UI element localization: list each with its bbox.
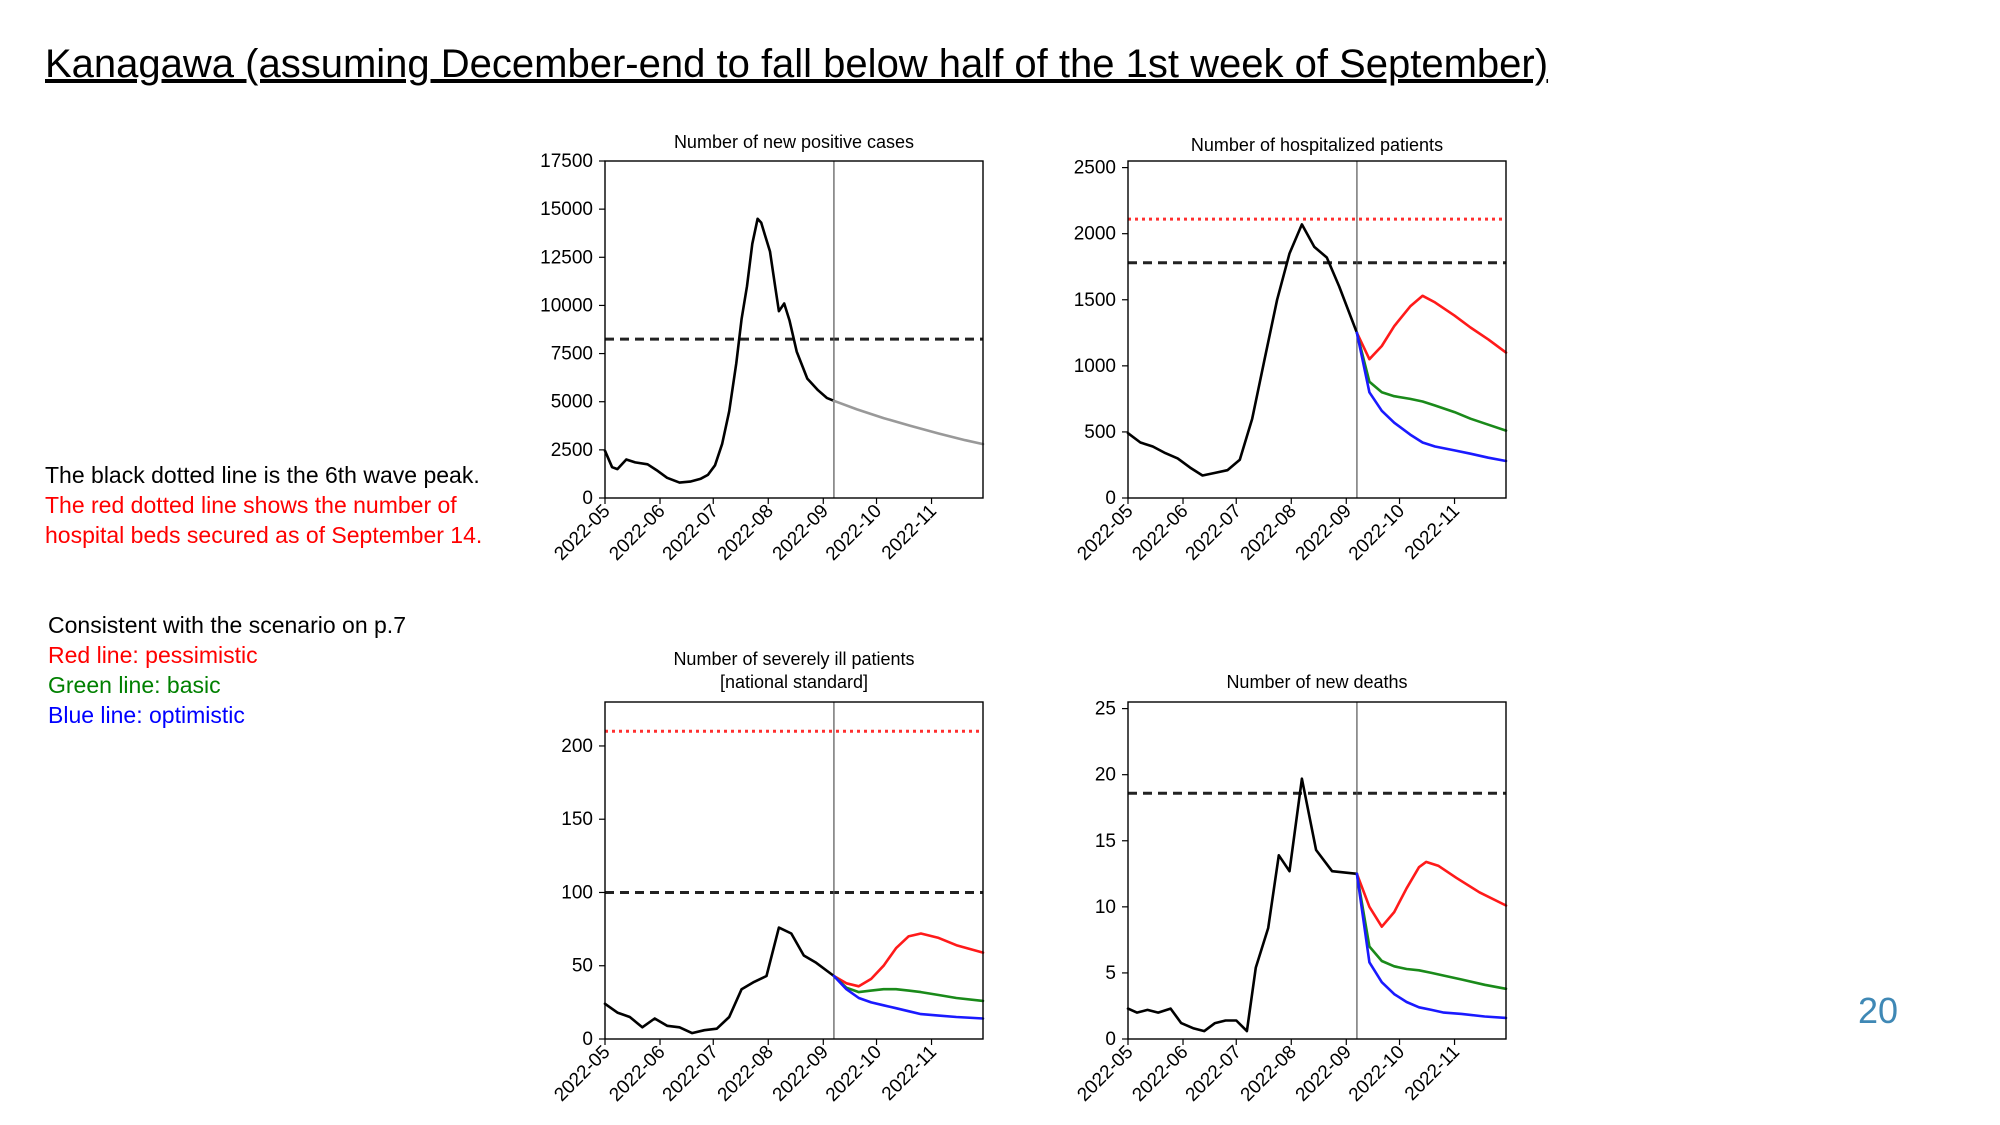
legend-note-scenarios: Consistent with the scenario on p.7 Red … [48,610,406,730]
series-pessimistic [1355,294,1508,361]
y-tick-label: 12500 [540,247,593,268]
x-tick-label: 2022-08 [1237,1042,1301,1106]
series-basic [832,974,985,1003]
x-tick-label: 2022-05 [1073,1042,1137,1106]
plot-frame [604,701,984,1040]
y-tick-label: 25 [1095,699,1116,720]
y-tick-label: 10 [1095,897,1116,918]
y-tick-label: 50 [572,956,593,977]
x-tick-label: 2022-07 [1182,1042,1246,1106]
y-tick-label: 7500 [551,344,593,365]
y-tick-label: 150 [561,809,593,830]
series-actual [603,926,836,1035]
series-optimistic [832,974,985,1020]
series-basic [1355,331,1508,432]
note-bed-line-2: hospital beds secured as of September 14… [45,522,483,548]
series-actual [1126,223,1359,477]
series-projection [832,399,985,446]
y-tick-label: 17500 [540,151,593,172]
chart-title: Number of new positive cases [674,132,914,152]
note-peak-line: The black dotted line is the 6th wave pe… [45,462,480,488]
series-basic [1355,872,1508,991]
x-tick-label: 2022-10 [1345,1042,1409,1106]
series-pessimistic [1355,860,1508,929]
note-red-pessimistic: Red line: pessimistic [48,642,258,668]
chart-title: Number of severely ill patients [673,649,914,669]
y-tick-label: 200 [561,736,593,757]
y-tick-label: 0 [1105,1029,1116,1050]
series-optimistic [1355,872,1508,1020]
note-blue-optimistic: Blue line: optimistic [48,702,245,728]
y-tick-label: 2500 [1074,158,1116,179]
y-tick-label: 0 [1105,488,1116,509]
y-tick-label: 5 [1105,963,1116,984]
y-tick-label: 2500 [551,440,593,461]
y-tick-label: 5000 [551,392,593,413]
note-scenario-ref: Consistent with the scenario on p.7 [48,612,406,638]
y-tick-label: 20 [1095,765,1116,786]
y-tick-label: 2000 [1074,224,1116,245]
chart-title: [national standard] [720,672,868,692]
plot-frame [1127,160,1507,499]
series-pessimistic [832,932,985,988]
y-tick-label: 0 [582,488,593,509]
x-tick-label: 2022-09 [1292,1042,1356,1106]
x-tick-label: 2022-06 [1128,1042,1192,1106]
plot-frame [604,160,984,499]
series-actual [1126,777,1359,1033]
note-bed-line-1: The red dotted line shows the number of [45,492,457,518]
chart-title: Number of new deaths [1226,672,1407,692]
chart-title: Number of hospitalized patients [1191,135,1443,155]
y-tick-label: 10000 [540,295,593,316]
legend-note-lines: The black dotted line is the 6th wave pe… [45,460,482,550]
y-tick-label: 1500 [1074,290,1116,311]
page-title: Kanagawa (assuming December-end to fall … [45,42,1549,86]
y-tick-label: 15 [1095,831,1116,852]
y-tick-label: 500 [1084,422,1116,443]
series-optimistic [1355,331,1508,463]
note-green-basic: Green line: basic [48,672,221,698]
x-tick-label: 2022-11 [1401,1042,1464,1105]
series-actual [603,217,836,484]
y-tick-label: 0 [582,1029,593,1050]
plot-frame [1127,701,1507,1040]
page-number: 20 [1858,990,1899,1031]
y-tick-label: 15000 [540,199,593,220]
y-tick-label: 1000 [1074,356,1116,377]
y-tick-label: 100 [561,882,593,903]
